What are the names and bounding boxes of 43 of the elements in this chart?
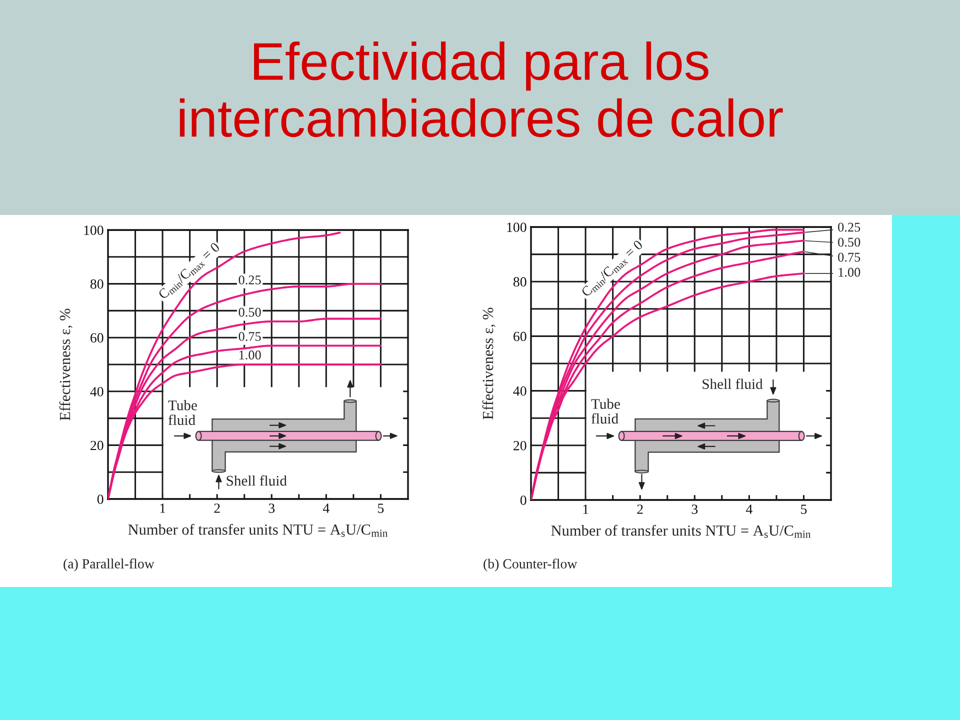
series-label: 1.00 <box>239 350 261 360</box>
x-axis-title: Number of transfer units NTU = A$_{s}$U/C$_{min}$ <box>128 524 388 537</box>
text: (b) Counter-flow <box>484 558 578 572</box>
text: 0.50 <box>838 238 860 247</box>
annotation: Tube fluid <box>168 400 197 426</box>
text: C$_{min}$/C$_{max}$ = 0 <box>158 242 222 301</box>
x-tick-label: 3 <box>692 504 698 514</box>
y-tick-label: 20 <box>90 440 104 450</box>
y-tick-label: 60 <box>514 332 526 342</box>
y-axis-title: Effectiveness ε, % <box>59 308 72 420</box>
x-tick-label: 4 <box>746 504 752 514</box>
series-label: 0.75 <box>238 332 261 341</box>
x-tick-label: 2 <box>637 504 643 514</box>
x-tick-label: 3 <box>268 504 275 513</box>
series-label: 0.50 <box>238 308 261 317</box>
x-axis-title: Number of transfer units NTU = A$_{s}$U/C$_{min}$ <box>551 524 811 538</box>
x-tick-label: 1 <box>583 504 588 514</box>
x-tick-label: 5 <box>378 504 384 513</box>
y-tick-label: 60 <box>90 333 104 343</box>
y-tick-label: 20 <box>514 440 526 450</box>
y-tick-label: 0 <box>520 496 526 505</box>
x-tick-label: 4 <box>322 504 330 513</box>
y-axis-title: Effectiveness ε, % <box>482 308 496 420</box>
x-tick-label: 1 <box>160 504 166 513</box>
x-tick-label: 2 <box>214 504 220 513</box>
annotation: Shell fluid <box>702 378 763 389</box>
y-tick-label: 0 <box>97 494 104 504</box>
y-tick-label: 80 <box>90 279 104 289</box>
y-tick-label: 100 <box>507 222 526 232</box>
text: 1.00 <box>838 268 860 277</box>
x-tick-label: 5 <box>801 504 807 514</box>
annotation: Shell fluid <box>226 475 287 486</box>
text: 0.75 <box>838 252 860 262</box>
y-tick-label: 100 <box>84 226 104 235</box>
annotation: Tube fluid <box>591 398 620 424</box>
series-label: 0.25 <box>238 276 261 284</box>
text: (a) Parallel-flow <box>64 558 154 572</box>
text: C$_{min}$/C$_{max}$ = 0 <box>580 240 644 299</box>
y-tick-label: 80 <box>513 277 526 287</box>
y-tick-label: 40 <box>513 386 526 396</box>
y-tick-label: 40 <box>90 386 104 396</box>
text: 0.25 <box>838 222 860 232</box>
chart-title: Efectividad para los intercambiadores de calor <box>180 41 783 138</box>
